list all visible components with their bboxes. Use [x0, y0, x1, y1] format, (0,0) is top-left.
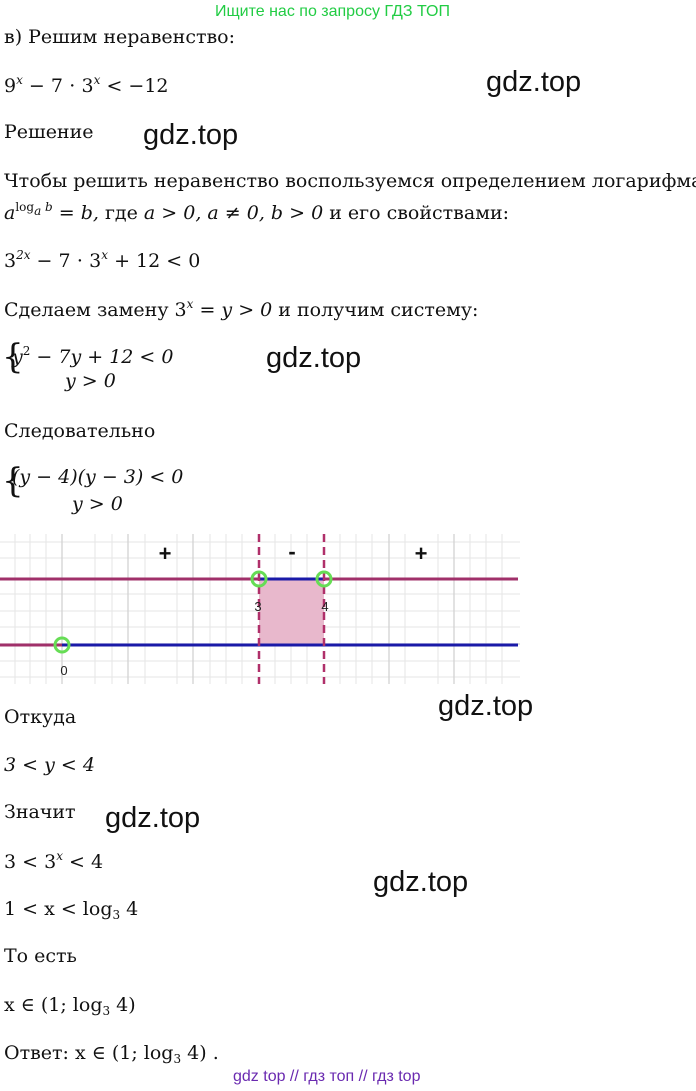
- open-point-0: [53, 636, 71, 654]
- log-arg-b: b: [41, 200, 53, 214]
- original-inequality: 9x − 7 ⋅ 3x < −12: [4, 73, 169, 97]
- substitution-line: Сделаем замену 3x = y > 0 и получим сист…: [4, 297, 478, 321]
- open-point-4: [315, 570, 333, 588]
- sign-plus-right: +: [415, 541, 428, 566]
- interval-a: x ∈ (1; log: [4, 994, 103, 1016]
- ineq-mid: − 7 ⋅ 3: [22, 75, 94, 97]
- watermark: gdz.top: [373, 866, 469, 898]
- consequently-label: Следовательно: [4, 420, 156, 442]
- means-label: Значит: [4, 801, 76, 823]
- res-exp-b: < 4: [62, 851, 104, 873]
- watermark: gdz.top: [105, 802, 201, 834]
- answer-label: Ответ:: [4, 1042, 75, 1064]
- top-banner[interactable]: Ищите нас по запросу ГДЗ ТОП: [215, 3, 450, 20]
- subst-text: Сделаем замену: [4, 299, 175, 321]
- ineq-base: 9: [4, 75, 17, 97]
- res-exp-a: 3 < 3: [4, 851, 57, 873]
- res-exp-x: x: [56, 849, 63, 863]
- res-x-b: 4: [120, 898, 139, 920]
- system2-line2: y > 0: [72, 493, 123, 515]
- log-rest: = b,: [52, 202, 99, 224]
- result-exp: 3 < 3x < 4: [4, 849, 103, 873]
- ineq-exp2: x: [93, 73, 101, 87]
- interval-result: x ∈ (1; log3 4): [4, 994, 136, 1018]
- tick-label-3: 3: [254, 599, 261, 614]
- subst-expr2: = y > 0: [193, 299, 273, 321]
- system2-line1: (y − 4)(y − 3) < 0: [12, 466, 184, 488]
- log-definition: aloga b = b, где a > 0, a ≠ 0, b > 0 и е…: [4, 200, 509, 224]
- result-x: 1 < x < log3 4: [4, 898, 138, 922]
- sys1-exp: 2: [22, 344, 31, 358]
- solution-label: Решение: [4, 121, 94, 143]
- step1-rest1: − 7 ⋅ 3: [30, 250, 102, 272]
- answer-a: x ∈ (1; log: [74, 1042, 174, 1064]
- subst-tail: и получим систему:: [272, 299, 479, 321]
- ineq-exp1: x: [16, 73, 23, 87]
- open-point-3: [250, 570, 268, 588]
- watermark: gdz.top: [486, 66, 582, 98]
- log-conditions: a > 0, a ≠ 0, b > 0: [143, 202, 324, 224]
- sign-plus-left: +: [159, 541, 172, 566]
- intro-text: Чтобы решить неравенство воспользуемся о…: [4, 170, 696, 192]
- sys1-y: y: [12, 346, 23, 368]
- solution-shaded-region: [259, 579, 324, 645]
- ineq-rhs: < −12: [100, 75, 169, 97]
- that-is-label: То есть: [4, 945, 77, 967]
- answer-line: Ответ: x ∈ (1; log3 4) .: [4, 1042, 219, 1066]
- interval-sub: 3: [102, 1004, 111, 1018]
- subst-expr: 3: [174, 299, 187, 321]
- res-x-a: 1 < x < log: [4, 898, 113, 920]
- system2-brace: {: [2, 461, 24, 501]
- watermark: gdz.top: [266, 342, 362, 374]
- step1-exp2: x: [101, 248, 109, 262]
- log-word: log: [15, 200, 35, 214]
- whence-label: Откуда: [4, 706, 77, 728]
- log-where: где: [98, 202, 144, 224]
- footer-links[interactable]: gdz top // гдз топ // гдз top: [233, 1068, 421, 1085]
- step1-rest2: + 12 < 0: [108, 250, 201, 272]
- problem-label: в) Решим неравенство:: [4, 26, 236, 48]
- result-y: 3 < y < 4: [4, 754, 95, 776]
- step1-inequality: 32x − 7 ⋅ 3x + 12 < 0: [4, 248, 200, 272]
- log-base-a: a: [4, 202, 16, 224]
- log-sub-a: a: [34, 204, 42, 218]
- tick-label-4: 4: [321, 599, 328, 614]
- system1-line2: y > 0: [65, 370, 116, 392]
- subst-exp: x: [186, 297, 194, 311]
- answer-b: 4) .: [181, 1042, 219, 1064]
- sign-minus-middle: -: [288, 539, 295, 564]
- watermark: gdz.top: [438, 690, 534, 722]
- answer-sub: 3: [173, 1052, 182, 1066]
- step1-exp: 2x: [16, 248, 31, 262]
- number-line-graph: + - + 3 4 0: [0, 534, 520, 684]
- sys1-rest: − 7y + 12 < 0: [30, 346, 174, 368]
- tick-label-0: 0: [60, 663, 67, 678]
- step1-base: 3: [4, 250, 17, 272]
- interval-b: 4): [110, 994, 136, 1016]
- log-tail: и его свойствами:: [323, 202, 510, 224]
- watermark: gdz.top: [143, 119, 239, 151]
- system1-brace: {: [2, 337, 24, 377]
- res-x-sub: 3: [112, 908, 121, 922]
- system1-line1: y2 − 7y + 12 < 0: [12, 344, 173, 368]
